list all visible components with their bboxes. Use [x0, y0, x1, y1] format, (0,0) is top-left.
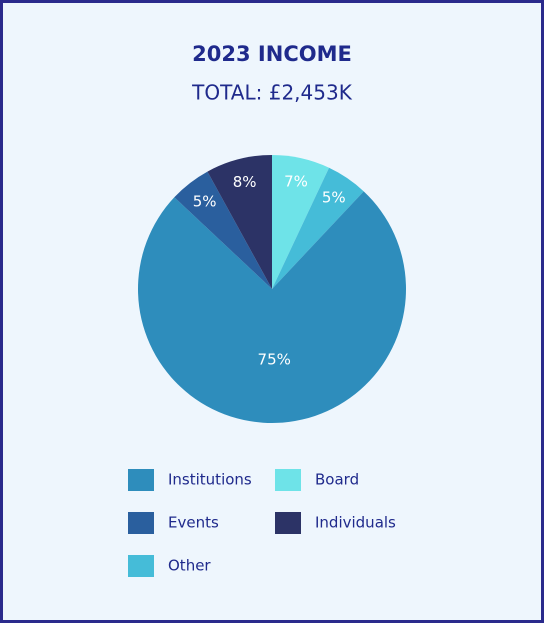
chart-title: 2023 INCOME	[192, 42, 352, 66]
slice-label: 8%	[233, 173, 257, 191]
pie-slice	[207, 155, 272, 289]
slice-label: 5%	[193, 193, 217, 211]
legend-label: Events	[168, 514, 219, 532]
pie-slice	[272, 155, 330, 289]
legend-swatch	[128, 555, 154, 577]
slice-label: 5%	[322, 189, 346, 207]
slice-label: 75%	[258, 350, 291, 368]
chart-subtitle: TOTAL: £2,453K	[191, 81, 353, 105]
slice-label: 7%	[284, 172, 308, 190]
legend-label: Institutions	[168, 471, 252, 489]
legend-label: Individuals	[315, 514, 396, 532]
pie-slice	[174, 171, 272, 289]
legend-swatch	[275, 512, 301, 534]
legend-swatch	[128, 469, 154, 491]
legend-swatch	[128, 512, 154, 534]
legend-swatch	[275, 469, 301, 491]
legend-label: Board	[315, 471, 359, 489]
pie-slice	[138, 191, 406, 423]
legend-label: Other	[168, 557, 211, 575]
pie-slice	[272, 167, 364, 289]
